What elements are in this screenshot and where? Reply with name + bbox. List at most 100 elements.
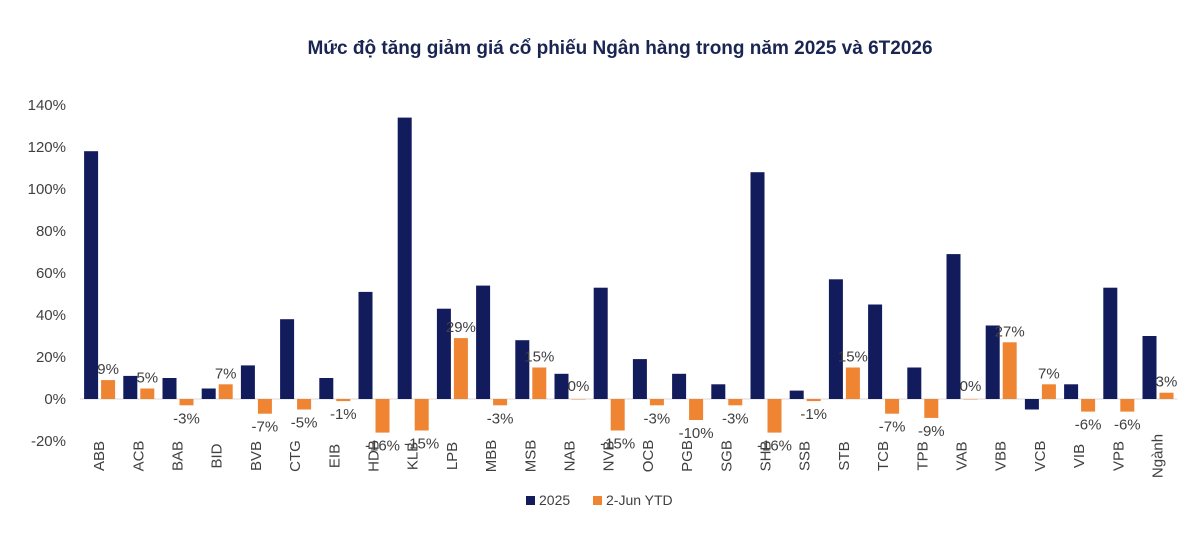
bar-ytd xyxy=(532,367,547,399)
x-tick-label: TPB xyxy=(914,441,931,470)
bar-2025 xyxy=(593,287,608,399)
bar-2025 xyxy=(828,279,843,399)
bar-2025 xyxy=(358,291,373,399)
x-tick-label: EIB xyxy=(326,444,343,468)
data-label-ytd: -16% xyxy=(757,438,792,455)
x-tick-label: BID xyxy=(209,443,226,468)
x-tick-label: BVB xyxy=(248,441,265,471)
bar-ytd xyxy=(336,399,351,402)
bar-2025 xyxy=(515,340,530,399)
bar-ytd xyxy=(806,399,821,402)
bar-ytd xyxy=(179,399,194,406)
x-tick-label: VBB xyxy=(993,441,1010,471)
bar-2025 xyxy=(789,390,804,399)
data-label-ytd: 15% xyxy=(838,349,868,366)
data-label-ytd: -3% xyxy=(644,410,671,427)
bar-ytd xyxy=(1002,342,1017,399)
bar-ytd xyxy=(1081,399,1096,412)
bar-2025 xyxy=(868,304,883,399)
x-tick-label: ABB xyxy=(91,441,108,471)
bar-2025 xyxy=(1103,287,1118,399)
bar-ytd xyxy=(1120,399,1135,412)
data-label-ytd: -3% xyxy=(173,410,200,427)
data-label-ytd: 9% xyxy=(97,361,119,378)
y-tick-label: 40% xyxy=(36,307,66,324)
data-label-ytd: 3% xyxy=(1156,374,1178,391)
bar-2025 xyxy=(397,117,412,399)
x-tick-label: OCB xyxy=(640,440,657,473)
bar-2025 xyxy=(476,285,491,399)
bar-2025 xyxy=(240,365,255,399)
bar-ytd xyxy=(257,399,272,414)
x-tick-label: SSB xyxy=(797,441,814,471)
bar-2025 xyxy=(436,308,451,399)
data-label-ytd: -15% xyxy=(404,436,439,453)
bar-ytd xyxy=(610,399,625,431)
bar-2025 xyxy=(711,384,726,399)
data-label-ytd: -6% xyxy=(1075,417,1102,434)
bar-2025 xyxy=(946,254,961,399)
bar-ytd xyxy=(649,399,664,406)
x-tick-label: NVB xyxy=(601,441,618,472)
data-label-ytd: -9% xyxy=(918,423,945,440)
legend: 2025 2-Jun YTD xyxy=(526,492,673,508)
data-label-ytd: -1% xyxy=(800,406,827,423)
data-label-ytd: 0% xyxy=(568,378,590,395)
data-label-ytd: -15% xyxy=(600,436,635,453)
legend-swatch-ytd xyxy=(593,496,602,505)
data-label-ytd: -5% xyxy=(291,415,318,432)
data-label-ytd: -7% xyxy=(252,419,279,436)
bar-2025 xyxy=(280,319,295,399)
legend-label-ytd: 2-Jun YTD xyxy=(606,492,673,508)
data-label-ytd: 27% xyxy=(995,323,1025,340)
x-tick-label: LPB xyxy=(444,442,461,470)
bar-ytd xyxy=(571,399,586,400)
y-tick-label: 60% xyxy=(36,265,66,282)
x-tick-label: SHB xyxy=(758,441,775,472)
x-tick-label: VCB xyxy=(1032,441,1049,472)
x-tick-label: VPB xyxy=(1110,441,1127,471)
x-tick-label: ACB xyxy=(130,441,147,472)
x-tick-label: MSB xyxy=(522,440,539,473)
y-tick-label: 140% xyxy=(28,97,66,114)
x-tick-label: VIB xyxy=(1071,444,1088,468)
bar-ytd xyxy=(453,338,468,399)
x-tick-label: TCB xyxy=(875,441,892,471)
data-label-ytd: -16% xyxy=(365,438,400,455)
bar-ytd xyxy=(845,367,860,399)
bar-ytd xyxy=(728,399,743,406)
bar-2025 xyxy=(750,172,765,399)
bars xyxy=(84,117,1174,433)
bar-2025 xyxy=(1064,384,1079,399)
bar-2025 xyxy=(201,388,216,399)
data-label-ytd: -1% xyxy=(330,406,357,423)
data-label-ytd: -10% xyxy=(679,425,714,442)
x-tick-label: STB xyxy=(836,441,853,470)
x-tick-label: CTG xyxy=(287,440,304,472)
bar-ytd xyxy=(1041,384,1056,399)
data-label-ytd: 7% xyxy=(1038,365,1060,382)
bar-ytd xyxy=(885,399,900,414)
bar-ytd xyxy=(767,399,782,433)
bar-2025 xyxy=(632,359,647,399)
bar-2025 xyxy=(554,373,569,399)
chart-title: Mức độ tăng giảm giá cổ phiếu Ngân hàng … xyxy=(307,38,933,59)
bar-2025 xyxy=(84,151,99,399)
data-label-ytd: -3% xyxy=(487,410,514,427)
bar-2025 xyxy=(1142,336,1157,399)
x-tick-label: Ngành xyxy=(1150,434,1167,478)
x-axis: ABB ACB BAB BID BVB CTG EIB HDB KLB LPB MBB MSB NAB N… xyxy=(91,434,1166,478)
bar-ytd xyxy=(924,399,939,418)
x-tick-label: HDB xyxy=(366,440,383,472)
bar-ytd xyxy=(297,399,312,410)
bar-2025 xyxy=(1024,399,1039,410)
y-tick-label: -20% xyxy=(31,433,66,450)
x-tick-label: KLB xyxy=(405,442,422,470)
bar-ytd xyxy=(218,384,233,399)
bar-2025 xyxy=(319,378,334,399)
bar-ytd xyxy=(101,380,116,399)
data-label-ytd: 7% xyxy=(215,365,237,382)
data-label-ytd: -6% xyxy=(1114,417,1141,434)
data-label-ytd: 15% xyxy=(524,349,554,366)
